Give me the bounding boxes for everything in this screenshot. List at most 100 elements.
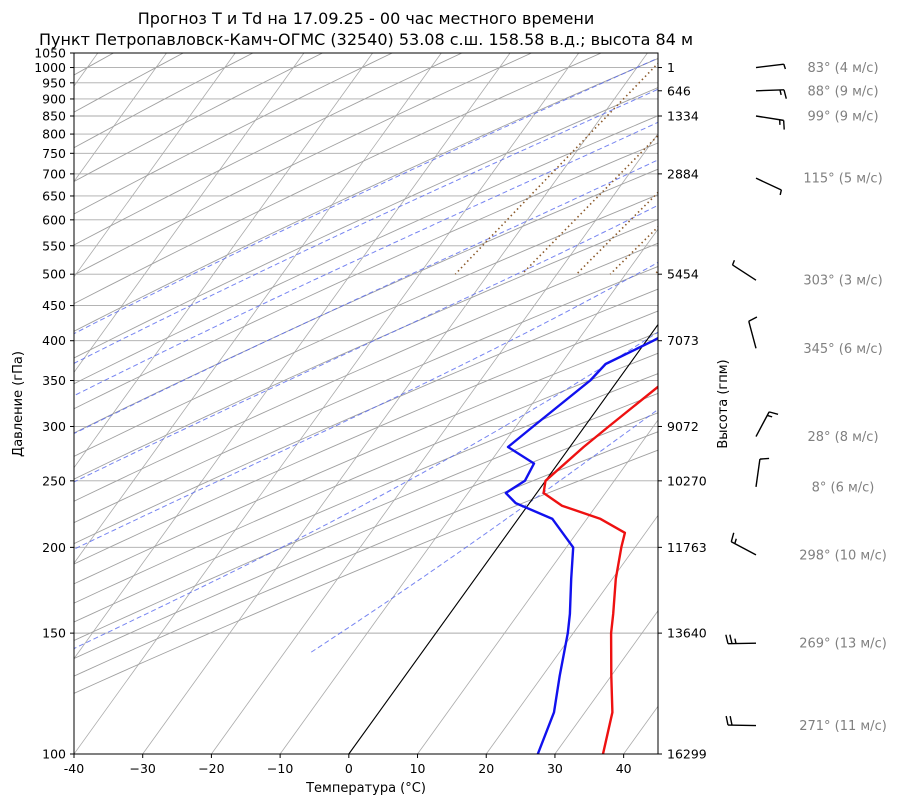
wind-label: 298° (10 м/с): [799, 548, 887, 563]
wind-barb: [725, 715, 757, 727]
dry-adiabat-line: [74, 373, 658, 623]
wind-barb-feather: [768, 411, 779, 415]
wind-barb-staff: [748, 321, 757, 349]
wind-label: 88° (9 м/с): [807, 84, 878, 99]
height-tick-label: 9072: [667, 419, 699, 434]
isotherm-line: [485, 514, 658, 754]
pressure-tick-label: 800: [42, 127, 66, 142]
pressure-tick-label: 700: [42, 166, 66, 181]
pressure-tick-label: 750: [42, 146, 66, 161]
wind-barb: [755, 411, 779, 437]
x-tick-label: −10: [267, 761, 293, 776]
height-tick-label: 646: [667, 83, 691, 98]
pressure-tick-label: 900: [42, 91, 66, 106]
dry-adiabat-line: [74, 168, 658, 434]
wind-label: 99° (9 м/с): [807, 109, 878, 124]
temperature-line: [542, 385, 658, 754]
wind-barb: [755, 115, 785, 130]
isotherm-line: [74, 53, 236, 278]
pressure-tick-label: 400: [42, 333, 66, 348]
isotherm-line: [554, 610, 658, 754]
y-axis-label: Давление (гПа): [11, 351, 26, 457]
dry-adiabat-line: [74, 53, 254, 149]
y2-axis-label: Высота (гпм): [716, 359, 731, 448]
wind-label: 345° (6 м/с): [803, 342, 882, 357]
mixing-ratio-line: [454, 62, 658, 275]
isotherm-line: [74, 53, 167, 183]
wind-barb: [755, 63, 787, 70]
wind-label: 28° (8 м/с): [807, 430, 878, 445]
wind-barb: [755, 177, 783, 196]
pressure-tick-label: 600: [42, 212, 66, 227]
dry-adiabat-line: [74, 265, 658, 524]
pressure-tick-label: 250: [42, 473, 66, 488]
wind-label: 303° (3 м/с): [803, 274, 882, 289]
height-tick-label: 7073: [667, 333, 699, 348]
wind-label: 83° (4 м/с): [807, 61, 878, 76]
x-tick-label: 20: [478, 761, 494, 776]
x-tick-label: −20: [198, 761, 224, 776]
wind-barb-feather: [729, 715, 733, 726]
dry-adiabat-line: [74, 53, 184, 113]
zero-isotherm-line: [348, 323, 658, 754]
wind-barb-feather: [748, 316, 758, 322]
pressure-tick-label: 200: [42, 540, 66, 555]
pressure-tick-label: 300: [42, 419, 66, 434]
wind-barb-feather: [782, 120, 785, 130]
wind-barb-staff: [755, 115, 784, 122]
wind-label: 8° (6 м/с): [812, 480, 875, 495]
wind-barb-staff: [755, 411, 770, 437]
wind-barb: [755, 89, 787, 99]
moist-adiabat-line: [74, 121, 658, 397]
wind-barb: [731, 259, 757, 281]
dry-adiabat-line: [74, 142, 658, 410]
wind-label: 271° (11 м/с): [799, 719, 887, 734]
dewpoint-line: [504, 336, 658, 754]
isotherm-line: [74, 53, 442, 564]
wind-barb-staff: [730, 541, 757, 556]
wind-barb-feather: [729, 634, 733, 644]
dry-adiabat-line: [74, 331, 658, 585]
wind-barb-staff: [755, 89, 785, 92]
pressure-tick-label: 850: [42, 108, 66, 123]
moist-adiabat-line: [74, 159, 658, 435]
pressure-tick-label: 650: [42, 188, 66, 203]
x-tick-label: −30: [130, 761, 156, 776]
wind-barb: [748, 316, 758, 349]
pressure-tick-label: 450: [42, 298, 66, 313]
pressure-tick-label: 150: [42, 626, 66, 641]
dry-adiabat-line: [74, 53, 532, 276]
moist-adiabat-line: [74, 88, 658, 364]
dry-adiabat-line: [74, 431, 658, 677]
wind-label: 115° (5 м/с): [803, 172, 882, 187]
dry-adiabat-line: [74, 53, 323, 183]
wind-barb-half-feather: [767, 414, 773, 418]
pressure-tick-label: 950: [42, 75, 66, 90]
pressure-tick-label: 550: [42, 238, 66, 253]
wind-barb-staff: [755, 63, 784, 69]
background-lines: [74, 53, 658, 754]
dry-adiabat-line: [74, 53, 393, 215]
dry-adiabat-line: [74, 53, 602, 305]
dry-adiabat-line: [74, 115, 658, 385]
wind-barb-half-feather: [734, 538, 737, 544]
pressure-axis-ticks: 100 150 200 250 300 350 400 450 500 550 600 650 700 7…: [34, 46, 74, 762]
pressure-tick-label: 100: [42, 747, 66, 762]
isotherm-line: [74, 53, 373, 469]
dry-adiabat-line: [74, 392, 658, 642]
isotherm-line: [211, 133, 658, 754]
wind-barb: [755, 457, 770, 487]
dry-adiabat-line: [74, 310, 658, 565]
x-axis-label: Температура (°C): [305, 781, 426, 796]
dry-adiabat-line: [74, 53, 463, 246]
wind-barb-staff: [755, 177, 782, 191]
isotherm-line: [74, 53, 580, 754]
wind-barb-half-feather: [731, 259, 736, 266]
moist-adiabat-line: [74, 204, 658, 483]
height-tick-label: 16299: [667, 747, 707, 762]
wind-barb: [725, 634, 757, 645]
height-axis-ticks: 16299 13640 11763 10270 9072 7073 5454 2884 1334…: [658, 60, 707, 762]
dry-adiabat-line: [74, 87, 658, 359]
wind-barb-feather: [759, 457, 770, 460]
